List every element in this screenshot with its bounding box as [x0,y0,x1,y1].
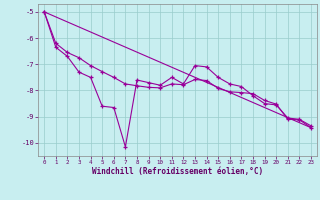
X-axis label: Windchill (Refroidissement éolien,°C): Windchill (Refroidissement éolien,°C) [92,167,263,176]
